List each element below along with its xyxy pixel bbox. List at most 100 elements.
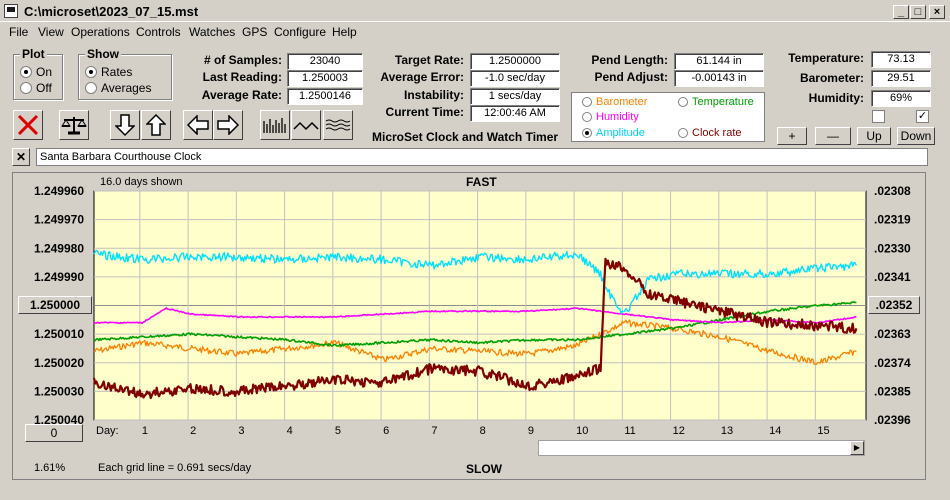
humidity-label: Humidity:	[808, 91, 864, 105]
notes-close-button[interactable]: ✕	[12, 148, 30, 166]
right-tick-label: .02308	[874, 184, 911, 198]
bars-view-button[interactable]	[260, 110, 290, 140]
menu-file[interactable]: File	[9, 25, 29, 39]
percent-label: 1.61%	[34, 462, 66, 474]
plot-off-radio[interactable]: Off	[20, 81, 52, 95]
pend-length-label: Pend Length:	[591, 53, 668, 67]
pend-adjust-label: Pend Adjust:	[594, 70, 668, 84]
wave-graph-icon	[325, 119, 351, 131]
average-rate-label: Average Rate:	[201, 88, 282, 102]
up-arrow-button[interactable]	[141, 110, 171, 140]
center-rate-button[interactable]: 1.250000	[18, 296, 92, 314]
pend-adjust-field: -0.00143 in	[674, 70, 764, 87]
option-checkbox-2[interactable]: ✓	[916, 110, 929, 123]
day-tick-label: 14	[769, 425, 782, 437]
legend-humidity[interactable]: Humidity	[582, 111, 639, 123]
day-tick-label: 10	[576, 425, 589, 437]
left-tick-label: 1.249980	[34, 241, 84, 255]
legend-clock-rate[interactable]: Clock rate	[678, 127, 742, 139]
scroll-thumb[interactable]	[539, 441, 849, 455]
arrow-left-icon	[186, 115, 209, 135]
day-tick-label: 9	[527, 425, 534, 437]
day-tick-label: 5	[334, 425, 341, 437]
average-rate-field: 1.2500146	[287, 88, 363, 105]
left-arrow-button[interactable]	[183, 110, 213, 140]
right-tick-label: .02374	[874, 356, 911, 370]
wave-view-button[interactable]	[323, 110, 353, 140]
down-arrow-button[interactable]	[110, 110, 140, 140]
app-icon	[4, 4, 18, 18]
left-tick-label: 1.249970	[34, 213, 84, 227]
arrow-right-icon	[217, 115, 240, 135]
offset-button[interactable]: 0	[25, 424, 83, 442]
right-tick-label: .02385	[874, 384, 911, 398]
left-tick-label: 1.250010	[34, 327, 84, 341]
right-tick-label: .02396	[874, 413, 911, 427]
plot-on-radio[interactable]: On	[20, 65, 52, 79]
line-view-button[interactable]	[291, 110, 321, 140]
balance-button[interactable]	[59, 110, 89, 140]
time-scrollbar[interactable]: ▶	[538, 440, 865, 456]
right-scale-button[interactable]: .02352	[868, 296, 920, 314]
average-error-label: Average Error:	[380, 70, 464, 84]
instability-label: Instability:	[403, 88, 464, 102]
menu-controls[interactable]: Controls	[136, 25, 181, 39]
plus-button[interactable]: +	[777, 127, 807, 145]
day-tick-label: 2	[190, 425, 197, 437]
menu-bar: File View Operations Controls Watches GP…	[0, 22, 950, 42]
right-arrow-button[interactable]	[213, 110, 243, 140]
series-line-humidity	[93, 307, 857, 325]
left-tick-label: 1.249990	[34, 270, 84, 284]
samples-field: 23040	[287, 53, 363, 70]
right-tick-label: .02319	[874, 213, 911, 227]
current-time-field: 12:00:46 AM	[470, 105, 560, 122]
maximize-button[interactable]: □	[910, 5, 926, 19]
red-x-icon	[17, 114, 39, 136]
current-time-label: Current Time:	[385, 105, 464, 119]
minus-button[interactable]: —	[815, 127, 851, 145]
slow-label: SLOW	[466, 462, 502, 476]
clear-button[interactable]	[13, 110, 43, 140]
window-title: C:\microset\2023_07_15.mst	[24, 4, 199, 19]
show-averages-radio[interactable]: Averages	[85, 81, 151, 95]
down-button[interactable]: Down	[897, 127, 935, 145]
grid-note: Each grid line = 0.691 secs/day	[98, 462, 252, 474]
target-rate-field: 1.2500000	[470, 53, 560, 70]
last-reading-field: 1.250003	[287, 70, 363, 87]
samples-label: # of Samples:	[203, 53, 282, 67]
target-rate-label: Target Rate:	[394, 53, 464, 67]
left-tick-label: 1.250030	[34, 384, 84, 398]
show-rates-radio[interactable]: Rates	[85, 65, 132, 79]
up-button[interactable]: Up	[857, 127, 891, 145]
menu-help[interactable]: Help	[332, 25, 357, 39]
menu-operations[interactable]: Operations	[71, 25, 130, 39]
last-reading-label: Last Reading:	[202, 70, 282, 84]
day-tick-label: 4	[286, 425, 293, 437]
scales-icon	[61, 117, 87, 135]
menu-view[interactable]: View	[38, 25, 64, 39]
notes-input[interactable]: Santa Barbara Courthouse Clock	[36, 148, 928, 166]
scroll-right-arrow-icon[interactable]: ▶	[850, 441, 864, 455]
legend-amplitude[interactable]: Amplitude	[582, 127, 645, 139]
day-tick-label: 8	[479, 425, 486, 437]
close-button[interactable]: ×	[929, 5, 945, 19]
barometer-label: Barometer:	[799, 71, 864, 85]
menu-watches[interactable]: Watches	[189, 25, 236, 39]
radio-icon	[582, 97, 592, 107]
right-tick-label: .02330	[874, 241, 911, 255]
barometer-field: 29.51	[871, 70, 931, 87]
radio-icon	[20, 82, 32, 94]
day-tick-label: 3	[238, 425, 245, 437]
series-line-barometer	[93, 319, 857, 366]
radio-icon	[678, 128, 688, 138]
menu-configure[interactable]: Configure	[274, 25, 327, 39]
minimize-button[interactable]: _	[893, 5, 909, 19]
legend-temperature[interactable]: Temperature	[678, 96, 754, 108]
day-tick-label: 1	[141, 425, 148, 437]
legend-barometer[interactable]: Barometer	[582, 96, 647, 108]
line-graph-icon	[293, 121, 319, 131]
option-checkbox-1[interactable]	[872, 110, 885, 123]
temperature-label: Temperature:	[788, 51, 864, 65]
menu-gps[interactable]: GPS	[242, 25, 268, 39]
humidity-field: 69%	[871, 90, 931, 107]
